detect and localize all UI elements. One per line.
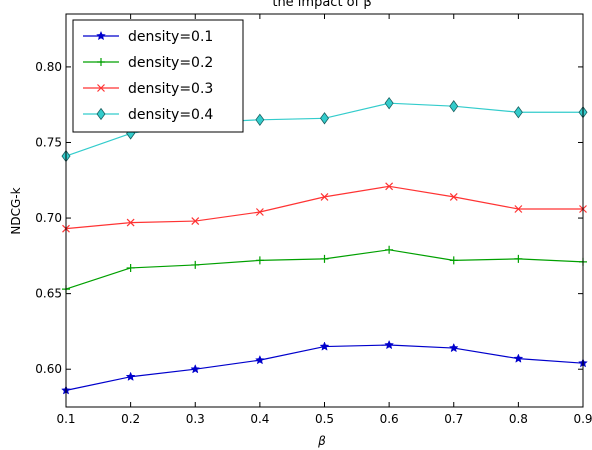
data-point-marker bbox=[125, 371, 136, 381]
data-point-marker bbox=[191, 260, 200, 269]
data-point-marker bbox=[255, 208, 264, 216]
data-point-marker bbox=[513, 106, 523, 119]
data-point-marker bbox=[384, 339, 395, 350]
series-1 bbox=[61, 339, 588, 395]
legend-label: density=0.2 bbox=[128, 55, 213, 71]
data-point-marker bbox=[513, 353, 524, 363]
data-point-marker bbox=[320, 254, 329, 263]
x-tick-label: 0.6 bbox=[380, 412, 399, 426]
data-point-marker bbox=[449, 100, 459, 113]
y-tick-label: 0.75 bbox=[35, 135, 62, 149]
y-tick-label: 0.80 bbox=[35, 60, 62, 74]
chart-title: the impact of β bbox=[272, 0, 371, 10]
legend-label: density=0.3 bbox=[128, 81, 213, 97]
x-tick-label: 0.8 bbox=[509, 412, 528, 426]
x-tick-label: 0.4 bbox=[250, 412, 269, 426]
legend-marker bbox=[96, 107, 106, 121]
data-point-marker bbox=[514, 254, 523, 263]
data-point-marker bbox=[514, 205, 523, 213]
legend-marker bbox=[97, 58, 105, 66]
x-tick-label: 0.3 bbox=[186, 412, 205, 426]
legend-marker bbox=[96, 30, 106, 41]
data-point-marker bbox=[126, 218, 135, 227]
y-tick-label: 0.65 bbox=[35, 287, 62, 301]
data-point-marker bbox=[126, 263, 135, 272]
x-tick-label: 0.2 bbox=[121, 412, 140, 426]
legend-entry: density=0.1 bbox=[83, 29, 213, 45]
data-point-marker bbox=[191, 217, 200, 226]
data-point-marker bbox=[385, 182, 394, 191]
data-point-marker bbox=[320, 112, 329, 125]
x-tick-label: 0.5 bbox=[315, 412, 334, 426]
data-point-marker bbox=[255, 256, 264, 265]
data-point-marker bbox=[448, 342, 459, 353]
y-axis-ticks: 0.60 0.65 0.70 0.75 0.80 bbox=[35, 60, 583, 376]
series-3 bbox=[62, 182, 587, 233]
data-point-marker bbox=[384, 97, 394, 110]
data-point-marker bbox=[449, 192, 458, 201]
legend-entry: density=0.3 bbox=[83, 81, 213, 97]
data-point-marker bbox=[320, 192, 329, 201]
legend-label: density=0.1 bbox=[128, 29, 213, 45]
legend-label: density=0.4 bbox=[128, 107, 213, 123]
x-tick-label: 0.7 bbox=[444, 412, 463, 426]
x-tick-label: 0.1 bbox=[56, 412, 75, 426]
legend: density=0.1 density=0.2 density=0.3 density… bbox=[72, 19, 244, 133]
data-point-marker bbox=[385, 245, 394, 254]
x-axis-ticks: 0.1 0.2 0.3 0.4 0.5 0.6 0.7 0.8 0.9 bbox=[56, 14, 592, 426]
legend-entry: density=0.4 bbox=[83, 107, 213, 123]
data-point-marker bbox=[319, 341, 330, 351]
legend-marker bbox=[97, 84, 105, 92]
data-point-marker bbox=[190, 364, 201, 374]
y-tick-label: 0.70 bbox=[35, 211, 62, 225]
legend-entry: density=0.2 bbox=[83, 55, 213, 71]
y-axis-label: NDCG-k bbox=[9, 187, 23, 234]
x-tick-label: 0.9 bbox=[573, 412, 592, 426]
data-point-marker bbox=[449, 256, 458, 265]
data-point-marker bbox=[254, 354, 265, 365]
x-axis-label: β bbox=[317, 434, 326, 448]
data-point-marker bbox=[255, 113, 265, 126]
plot-frame bbox=[65, 13, 584, 408]
y-tick-label: 0.60 bbox=[35, 362, 62, 376]
